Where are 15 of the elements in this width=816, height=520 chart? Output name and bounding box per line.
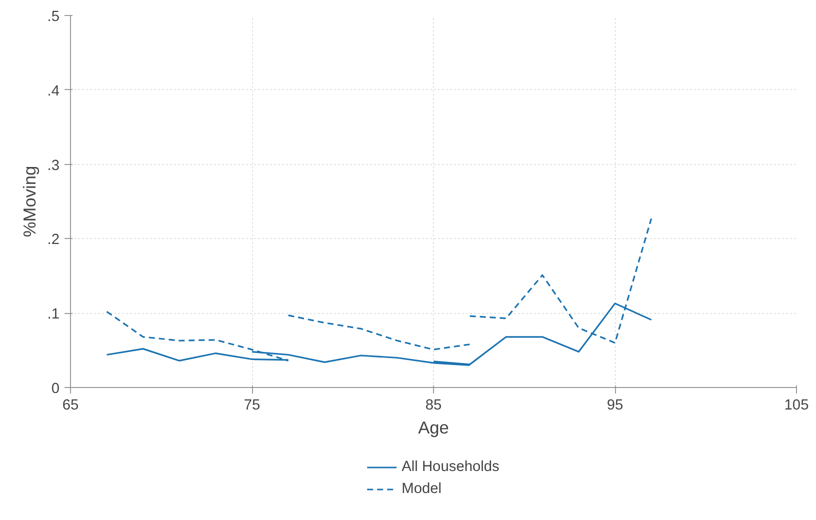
y-tick-label: .2 xyxy=(47,232,60,248)
y-axis-title: %Moving xyxy=(19,166,40,238)
x-tick-label: 105 xyxy=(784,398,809,414)
x-axis-title: Age xyxy=(418,418,449,438)
y-tick-label: .5 xyxy=(47,9,60,25)
x-tick-label: 65 xyxy=(62,398,79,414)
legend-label: Model xyxy=(402,480,442,496)
legend-label: All Households xyxy=(402,458,500,474)
y-tick-label: .4 xyxy=(47,83,60,100)
x-tick-label: 85 xyxy=(425,398,442,414)
y-tick-label: .1 xyxy=(47,306,60,323)
x-tick-label: 95 xyxy=(606,398,624,414)
y-tick-label: 0 xyxy=(51,381,60,397)
x-tick-label: 75 xyxy=(244,398,260,414)
y-tick-label: .3 xyxy=(47,158,60,174)
